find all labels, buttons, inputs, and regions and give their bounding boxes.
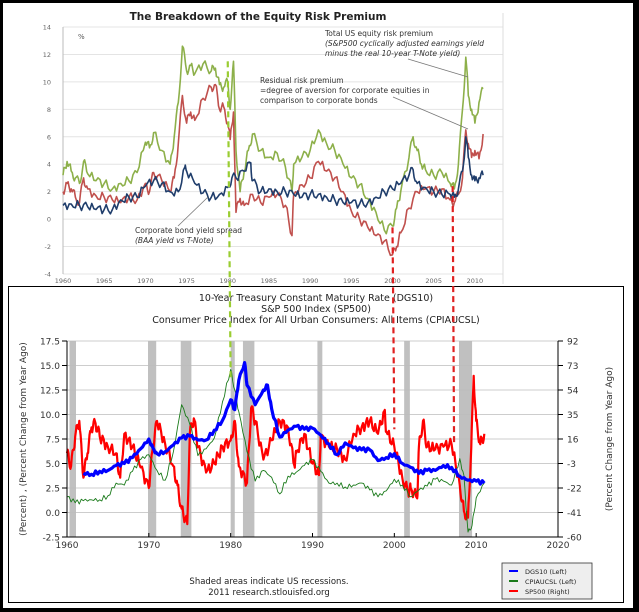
fred-series-line-dgs10 bbox=[82, 361, 486, 486]
annotation-residual-leader bbox=[392, 96, 469, 130]
top-xtick-label: 1965 bbox=[96, 277, 113, 285]
fred-left-tick-label: 7.5 bbox=[46, 436, 60, 446]
fred-left-tick-label: 12.5 bbox=[40, 387, 60, 397]
fred-x-tick-label: 2000 bbox=[383, 541, 406, 551]
fred-right-tick-label: -60 bbox=[567, 534, 582, 544]
fred-right-tick-label: -22 bbox=[567, 485, 582, 495]
annotation-residual-line1: Residual risk premium bbox=[260, 76, 344, 85]
top-ytick-label: -2 bbox=[45, 243, 51, 251]
fred-left-tick-label: 2.5 bbox=[46, 485, 60, 495]
top-ytick-label: 8 bbox=[47, 106, 51, 114]
fred-series-line-sp500 bbox=[65, 374, 486, 526]
annotation-spread-leader bbox=[177, 196, 209, 227]
fred-title-line2: S&P 500 Index (SP500) bbox=[261, 304, 371, 315]
fred-right-tick-label: -3 bbox=[567, 460, 576, 470]
fred-right-tick-label: 73 bbox=[567, 362, 578, 372]
fred-right-tick-label: 16 bbox=[567, 436, 579, 446]
fred-title-line1: 10-Year Treasury Constant Maturity Rate … bbox=[199, 293, 433, 304]
top-xtick-label: 1995 bbox=[343, 277, 360, 285]
top-xtick-label: 1960 bbox=[55, 277, 72, 285]
top-series-line-0 bbox=[62, 45, 484, 235]
annotation-total-erp-line2: (S&P500 cyclically adjusted earnings yie… bbox=[325, 39, 484, 48]
fred-x-tick-label: 1980 bbox=[219, 541, 242, 551]
annotation-total-erp-line3: minus the real 10-year T-Note yield) bbox=[325, 49, 460, 58]
top-y-unit-label: % bbox=[78, 33, 85, 41]
legend-label-sp500: SP500 (Right) bbox=[525, 588, 570, 596]
fred-legend: DGS10 (Left) CPIAUCSL (Left) SP500 (Righ… bbox=[501, 562, 593, 600]
top-xtick-label: 1990 bbox=[302, 277, 319, 285]
fred-x-tick-label: 2020 bbox=[547, 541, 570, 551]
top-chart-title: The Breakdown of the Equity Risk Premium bbox=[130, 11, 387, 23]
fred-left-tick-label: 17.5 bbox=[40, 338, 60, 348]
top-series-line-2 bbox=[62, 136, 484, 215]
top-chart: The Breakdown of the Equity Risk Premium… bbox=[43, 11, 504, 285]
top-ytick-label: 2 bbox=[47, 188, 51, 196]
fred-left-tick-label: 0.0 bbox=[46, 509, 61, 519]
fred-chart-frame: 10-Year Treasury Constant Maturity Rate … bbox=[8, 286, 624, 603]
top-xtick-label: 2005 bbox=[425, 277, 442, 285]
fred-right-tick-label: 92 bbox=[567, 338, 578, 348]
top-xtick-label: 1970 bbox=[137, 277, 154, 285]
fred-left-tick-label: 15.0 bbox=[40, 362, 60, 372]
fred-series-line-cpiaucsl bbox=[66, 368, 485, 533]
legend-label-dgs10: DGS10 (Left) bbox=[525, 568, 567, 576]
annotation-residual-line2: =degree of aversion for corporate equiti… bbox=[260, 86, 430, 95]
top-ytick-label: 4 bbox=[47, 161, 51, 169]
fred-right-tick-label: 54 bbox=[567, 387, 579, 397]
annotation-spread-line1: Corporate bond yield spread bbox=[135, 226, 242, 235]
fred-x-tick-label: 2010 bbox=[465, 541, 488, 551]
fred-left-tick-label: 5.0 bbox=[46, 460, 61, 470]
top-ytick-label: 0 bbox=[47, 216, 51, 224]
top-ytick-label: -4 bbox=[45, 271, 51, 279]
fred-footnote-recessions: Shaded areas indicate US recessions. bbox=[189, 577, 348, 587]
fred-left-axis-label: (Percent) , (Percent Change from Year Ag… bbox=[19, 342, 29, 536]
annotation-total-erp-leader bbox=[407, 58, 469, 78]
fred-x-tick-label: 1960 bbox=[56, 541, 79, 551]
fred-title-line3: Consumer Price Index for All Urban Consu… bbox=[152, 315, 479, 326]
fred-chart: 10-Year Treasury Constant Maturity Rate … bbox=[19, 293, 615, 600]
fred-left-tick-label: 10.0 bbox=[40, 411, 60, 421]
fred-footnote-source: 2011 research.stlouisfed.org bbox=[208, 588, 330, 598]
top-series-line-1 bbox=[62, 83, 484, 257]
top-ytick-label: 12 bbox=[43, 51, 51, 59]
top-ytick-label: 10 bbox=[43, 78, 51, 86]
fred-right-axis-label: (Percent Change from Year Ago) bbox=[605, 367, 615, 511]
top-xtick-label: 1975 bbox=[178, 277, 195, 285]
top-ytick-label: 14 bbox=[43, 24, 51, 32]
top-xtick-label: 2010 bbox=[467, 277, 484, 285]
top-xtick-label: 1985 bbox=[261, 277, 278, 285]
bottom-chart-panel: 10-Year Treasury Constant Maturity Rate … bbox=[3, 284, 633, 608]
legend-label-cpiaucsl: CPIAUCSL (Left) bbox=[525, 578, 576, 586]
annotation-total-erp-line1: Total US equity risk premium bbox=[324, 29, 433, 38]
annotation-residual-line3: comparison to corporate bonds bbox=[260, 96, 378, 105]
top-ytick-label: 6 bbox=[47, 133, 51, 141]
fred-x-tick-label: 1990 bbox=[301, 541, 324, 551]
fred-right-tick-label: -41 bbox=[567, 509, 582, 519]
fred-right-tick-label: 35 bbox=[567, 411, 578, 421]
annotation-spread-line2: (BAA yield vs T-Note) bbox=[135, 236, 214, 245]
top-chart-panel: The Breakdown of the Equity Risk Premium… bbox=[3, 3, 633, 285]
fred-left-tick-label: -2.5 bbox=[42, 534, 60, 544]
fred-x-tick-label: 1970 bbox=[137, 541, 160, 551]
